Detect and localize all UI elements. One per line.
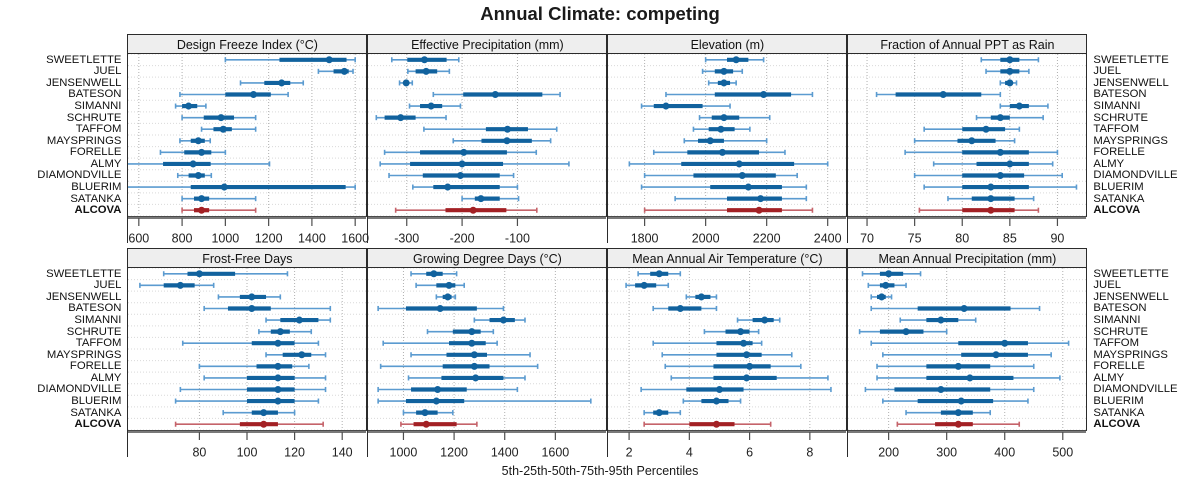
svg-text:6: 6 bbox=[747, 446, 754, 460]
svg-text:1200: 1200 bbox=[255, 232, 283, 246]
svg-text:4: 4 bbox=[686, 446, 693, 460]
svg-text:2000: 2000 bbox=[692, 232, 720, 246]
svg-text:1400: 1400 bbox=[491, 446, 519, 460]
svg-text:-200: -200 bbox=[450, 232, 475, 246]
svg-text:800: 800 bbox=[172, 232, 193, 246]
svg-text:500: 500 bbox=[1053, 446, 1074, 460]
svg-text:600: 600 bbox=[129, 232, 150, 246]
svg-text:1600: 1600 bbox=[342, 232, 370, 246]
svg-text:1000: 1000 bbox=[390, 446, 418, 460]
svg-text:85: 85 bbox=[1003, 232, 1017, 246]
svg-text:200: 200 bbox=[879, 446, 900, 460]
svg-text:1800: 1800 bbox=[631, 232, 659, 246]
svg-text:8: 8 bbox=[807, 446, 814, 460]
svg-text:90: 90 bbox=[1051, 232, 1065, 246]
svg-text:1000: 1000 bbox=[212, 232, 240, 246]
svg-text:-300: -300 bbox=[395, 232, 420, 246]
svg-text:140: 140 bbox=[332, 446, 353, 460]
svg-text:1600: 1600 bbox=[542, 446, 570, 460]
svg-text:2400: 2400 bbox=[814, 232, 842, 246]
svg-text:-100: -100 bbox=[505, 232, 530, 246]
svg-text:400: 400 bbox=[995, 446, 1016, 460]
svg-text:2: 2 bbox=[626, 446, 633, 460]
svg-text:2200: 2200 bbox=[753, 232, 781, 246]
svg-text:1400: 1400 bbox=[298, 232, 326, 246]
svg-text:120: 120 bbox=[285, 446, 306, 460]
svg-text:80: 80 bbox=[193, 446, 207, 460]
svg-text:100: 100 bbox=[237, 446, 258, 460]
svg-text:70: 70 bbox=[860, 232, 874, 246]
svg-text:75: 75 bbox=[908, 232, 922, 246]
svg-text:1200: 1200 bbox=[441, 446, 469, 460]
svg-text:80: 80 bbox=[956, 232, 970, 246]
svg-text:300: 300 bbox=[937, 446, 958, 460]
